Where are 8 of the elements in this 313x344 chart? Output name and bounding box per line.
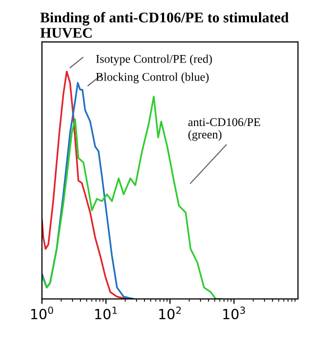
annotation: anti-CD106/PE (green) <box>188 118 260 141</box>
x-tick-label: 10$^{0}$ <box>31 306 54 320</box>
x-tick-label: 10$^{3}$ <box>223 306 245 320</box>
text: Isotype Control/PE (red) <box>96 54 212 66</box>
x-tick-label: 10$^{2}$ <box>159 306 181 320</box>
chart-title: Binding of anti-CD106/PE to stimulated HUVEC <box>40 12 289 38</box>
annotation: Blocking Control (blue) <box>96 72 209 84</box>
x-tick-label: 10$^{1}$ <box>95 306 117 320</box>
